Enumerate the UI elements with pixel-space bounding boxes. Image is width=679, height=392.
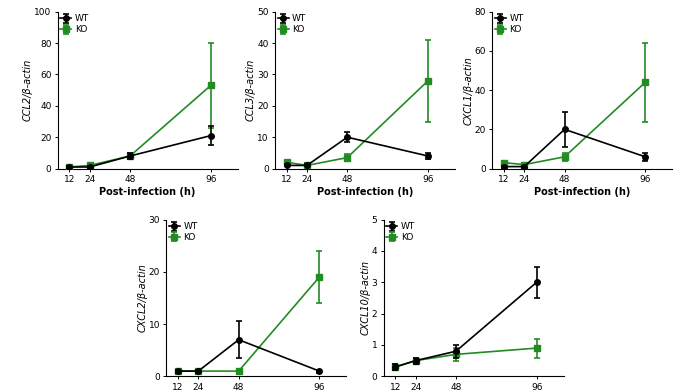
Legend: WT, KO: WT, KO [278,15,306,34]
Y-axis label: CXCL1/β-actin: CXCL1/β-actin [463,56,473,125]
X-axis label: Post-infection (h): Post-infection (h) [317,187,413,196]
X-axis label: Post-infection (h): Post-infection (h) [100,187,196,196]
X-axis label: Post-infection (h): Post-infection (h) [534,187,630,196]
Legend: WT, KO: WT, KO [495,15,524,34]
Y-axis label: CCL3/β-actin: CCL3/β-actin [246,59,256,121]
Y-axis label: CCL2/β-actin: CCL2/β-actin [23,59,33,121]
Legend: WT, KO: WT, KO [386,222,415,242]
Legend: WT, KO: WT, KO [169,222,198,242]
Y-axis label: CXCL2/β-actin: CXCL2/β-actin [137,263,147,332]
Legend: WT, KO: WT, KO [60,15,89,34]
Y-axis label: CXCL10/β-actin: CXCL10/β-actin [361,260,370,336]
